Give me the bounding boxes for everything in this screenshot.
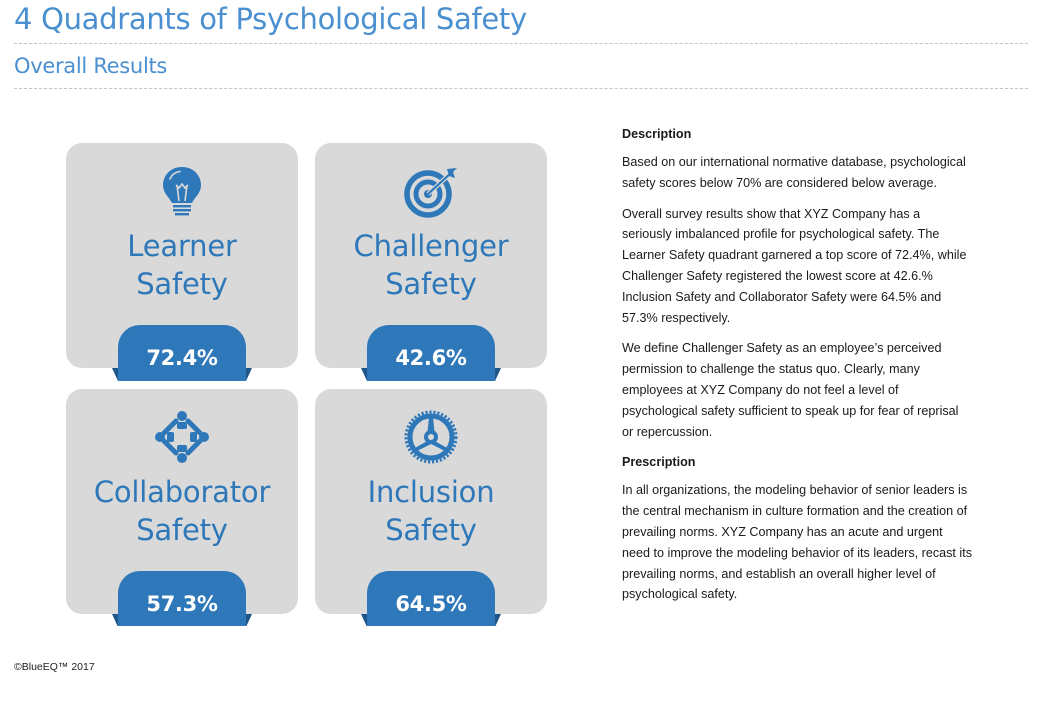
copyright-footer: ©BlueEQ™ 2017 — [14, 661, 95, 673]
section-subtitle: Overall Results — [14, 54, 168, 78]
quadrant-label: Challenger Safety — [353, 229, 509, 301]
quadrant-card-inclusion: Inclusion Safety 64.5% — [315, 389, 547, 627]
score-banner: 57.3% — [118, 571, 246, 627]
score-banner: 64.5% — [367, 571, 495, 627]
banner-fold-right — [246, 368, 252, 381]
score-value: 42.6% — [395, 346, 467, 370]
quadrant-label: Learner Safety — [127, 229, 237, 301]
team-circle-icon — [154, 409, 210, 465]
subtitle-divider — [14, 88, 1028, 89]
description-paragraph: Based on our international normative dat… — [622, 155, 966, 190]
target-icon — [403, 163, 459, 219]
title-divider — [14, 43, 1028, 44]
banner-fold-right — [495, 368, 501, 381]
score-banner: 72.4% — [118, 325, 246, 381]
banner-fold-right — [495, 614, 501, 627]
banner-fold-left — [361, 368, 367, 381]
prescription-paragraph: In all organizations, the modeling behav… — [622, 483, 973, 602]
description-paragraph: We define Challenger Safety as an employ… — [622, 341, 959, 439]
lightbulb-icon — [154, 163, 210, 219]
prescription-heading: Prescription — [622, 455, 696, 470]
banner-fold-left — [112, 614, 118, 627]
score-banner: 42.6% — [367, 325, 495, 381]
description-paragraph: Overall survey results show that XYZ Com… — [622, 206, 967, 325]
banner-fold-left — [361, 614, 367, 627]
page-crop-mask — [0, 626, 600, 706]
quadrant-card-learner: Learner Safety 72.4% — [66, 143, 298, 381]
description-heading: Description — [622, 127, 692, 141]
score-value: 72.4% — [146, 346, 218, 370]
quadrant-card-challenger: Challenger Safety 42.6% — [315, 143, 547, 381]
quadrant-label: Inclusion Safety — [367, 475, 495, 547]
score-value: 64.5% — [395, 592, 467, 616]
banner-fold-left — [112, 368, 118, 381]
page-title: 4 Quadrants of Psychological Safety — [14, 2, 527, 36]
gear-icon — [403, 409, 459, 465]
score-value: 57.3% — [146, 592, 218, 616]
banner-fold-right — [246, 614, 252, 627]
quadrant-label: Collaborator Safety — [93, 475, 271, 547]
quadrant-card-collaborator: Collaborator Safety 57.3% — [66, 389, 298, 627]
commentary-column: Description Based on our international n… — [622, 124, 972, 615]
